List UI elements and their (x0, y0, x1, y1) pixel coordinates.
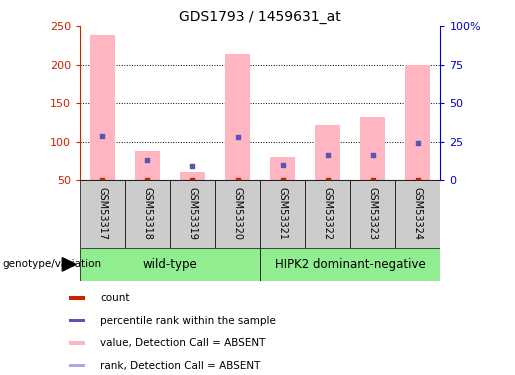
Bar (80, 248, 260, 281)
Title: GDS1793 / 1459631_at: GDS1793 / 1459631_at (179, 10, 341, 24)
Text: count: count (100, 293, 130, 303)
Bar (69, 364, 85, 367)
Bar (135, 151, 160, 180)
Point (369, 152, 377, 157)
Bar (350, 180, 396, 248)
Bar (225, 54, 250, 180)
Bar (180, 172, 205, 180)
Point (143, 157, 151, 163)
Text: wild-type: wild-type (143, 258, 197, 271)
Text: GSM53323: GSM53323 (368, 187, 377, 240)
Text: GSM53324: GSM53324 (413, 187, 423, 240)
Point (279, 162, 287, 168)
Point (323, 177, 332, 183)
Bar (405, 64, 430, 180)
Point (98, 177, 107, 183)
Bar (260, 180, 305, 248)
Point (369, 177, 377, 183)
Bar (270, 157, 295, 180)
Bar (170, 180, 215, 248)
Point (414, 177, 422, 183)
Text: HIPK2 dominant-negative: HIPK2 dominant-negative (275, 258, 425, 271)
Bar (125, 180, 170, 248)
Text: GSM53321: GSM53321 (278, 187, 287, 240)
Bar (69, 319, 85, 322)
Bar (215, 180, 260, 248)
Point (143, 177, 151, 183)
Point (233, 177, 242, 183)
Bar (69, 297, 85, 300)
Text: rank, Detection Call = ABSENT: rank, Detection Call = ABSENT (100, 361, 261, 370)
Bar (260, 248, 440, 281)
Text: percentile rank within the sample: percentile rank within the sample (100, 316, 276, 326)
Point (188, 163, 197, 169)
Bar (360, 117, 385, 180)
Text: GSM53317: GSM53317 (97, 187, 107, 240)
Point (188, 177, 197, 183)
Bar (69, 342, 85, 345)
Bar (90, 36, 115, 180)
Point (98, 133, 107, 139)
Bar (396, 180, 440, 248)
Text: GSM53319: GSM53319 (187, 188, 197, 240)
Text: genotype/variation: genotype/variation (3, 260, 101, 269)
Bar (315, 124, 340, 180)
Point (279, 177, 287, 183)
Text: GSM53320: GSM53320 (233, 187, 243, 240)
Point (323, 152, 332, 158)
Point (233, 134, 242, 140)
Polygon shape (62, 258, 76, 271)
Bar (80, 180, 125, 248)
Text: GSM53318: GSM53318 (143, 188, 152, 240)
Text: GSM53322: GSM53322 (323, 187, 333, 240)
Bar (305, 180, 350, 248)
Point (414, 140, 422, 146)
Text: value, Detection Call = ABSENT: value, Detection Call = ABSENT (100, 338, 266, 348)
